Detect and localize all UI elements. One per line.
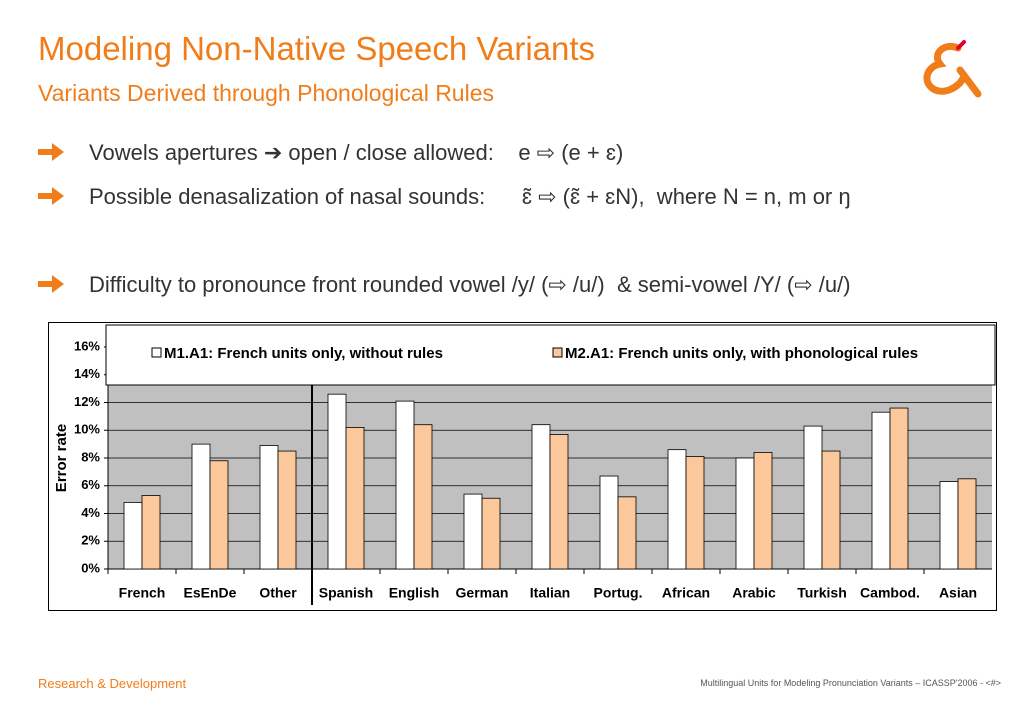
bullet: Difficulty to pronounce front rounded vo…: [89, 272, 851, 297]
bar: [141, 495, 161, 570]
x-tick-label: Other: [259, 585, 297, 601]
x-tick-label: French: [119, 585, 166, 601]
x-tick-label: Turkish: [797, 585, 847, 601]
y-tick-label: 0%: [81, 560, 100, 575]
y-tick-label: 14%: [74, 366, 100, 381]
bar: [685, 456, 705, 570]
bar: [617, 496, 637, 570]
bar: [191, 443, 211, 570]
slide-subtitle: Variants Derived through Phonological Ru…: [38, 80, 495, 106]
bar: [871, 411, 891, 570]
x-tick-label: Cambod.: [860, 585, 920, 601]
bar: [277, 450, 297, 570]
x-tick-label: Portug.: [594, 585, 643, 601]
x-tick-label: English: [389, 585, 440, 601]
bullet: Possible denasalization of nasal sounds:…: [89, 184, 851, 209]
bar: [123, 501, 143, 570]
bar: [957, 478, 977, 570]
bullet: Vowels apertures ➔ open / close allowed:…: [89, 140, 624, 165]
bar: [259, 445, 279, 570]
slide-title: Modeling Non-Native Speech Variants: [38, 30, 596, 67]
bar: [209, 460, 229, 570]
x-tick-label: Asian: [939, 585, 977, 601]
y-tick-label: 10%: [74, 422, 100, 437]
y-tick-label: 8%: [81, 449, 100, 464]
legend-label: M1.A1: French units only, without rules: [164, 345, 443, 362]
bar: [803, 425, 823, 570]
bar: [889, 407, 909, 570]
bar: [821, 450, 841, 570]
bar: [327, 393, 347, 570]
logo: [923, 40, 982, 98]
legend: [105, 324, 996, 386]
y-tick-label: 6%: [81, 477, 100, 492]
bar: [753, 452, 773, 570]
x-tick-label: Arabic: [732, 585, 776, 601]
footer-right: Multilingual Units for Modeling Pronunci…: [700, 678, 1001, 688]
y-tick-label: 2%: [81, 533, 100, 548]
x-tick-label: African: [662, 585, 710, 601]
legend-swatch: [552, 347, 563, 358]
bar: [549, 434, 569, 570]
bar: [463, 493, 483, 570]
bar: [481, 497, 501, 570]
legend-swatch: [151, 347, 162, 358]
footer-left: Research & Development: [38, 676, 187, 691]
y-tick-label: 12%: [74, 394, 100, 409]
bullet-arrow: [38, 143, 64, 161]
bar: [413, 424, 433, 570]
bar: [345, 427, 365, 570]
y-tick-label: 16%: [74, 338, 100, 353]
x-tick-label: German: [456, 585, 509, 601]
y-tick-label: 4%: [81, 505, 100, 520]
x-tick-label: Spanish: [319, 585, 373, 601]
bar: [395, 400, 415, 570]
bar: [599, 475, 619, 570]
bar: [531, 424, 551, 570]
x-tick-label: EsEnDe: [184, 585, 237, 601]
bar: [667, 449, 687, 570]
chart: Error rate 0% 2% 4% 6% 8% 10% 12% 14% 16% French E…: [48, 322, 998, 612]
bar: [735, 457, 755, 570]
bullet-arrow: [38, 275, 64, 293]
bullet-arrow: [38, 187, 64, 205]
x-tick-label: Italian: [530, 585, 570, 601]
y-axis-label: Error rate: [53, 424, 70, 492]
legend-label: M2.A1: French units only, with phonologi…: [565, 345, 918, 362]
bar: [939, 481, 959, 570]
